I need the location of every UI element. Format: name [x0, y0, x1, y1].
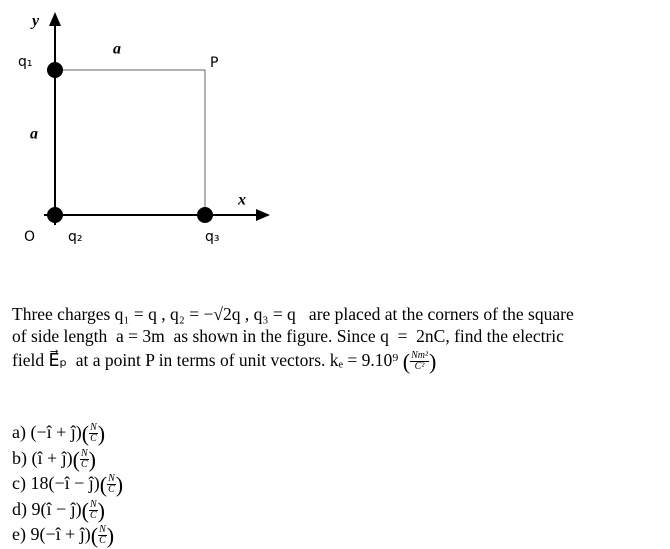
numerator: N	[98, 524, 107, 537]
text: field E⃗ₚ at a point P in terms of unit …	[12, 350, 399, 370]
denominator: C	[80, 458, 88, 470]
label: a	[113, 41, 121, 58]
option-expr: (−î + ĵ)	[30, 422, 82, 442]
x-arrow	[256, 209, 270, 221]
paren: (	[81, 420, 90, 446]
label: x	[237, 192, 246, 209]
text-line: Three charges q₁ = q , q₂ = −√2q , q₃ = …	[12, 304, 574, 324]
option: d) 9(î − ĵ)(N C)	[12, 497, 105, 523]
option: a) (−î + ĵ)(N C)	[12, 420, 105, 446]
text-line: of side length a = 3m as shown in the fi…	[12, 326, 564, 346]
charge	[47, 207, 63, 223]
paren: )	[428, 348, 437, 374]
denominator: C	[108, 484, 115, 496]
charge	[47, 62, 63, 78]
numerator: N	[79, 447, 89, 460]
option-expr: 9(î − ĵ)	[31, 498, 82, 519]
option-label: b)	[12, 447, 27, 468]
option-expr: 9(−î + ĵ)	[30, 524, 91, 544]
paren: (	[72, 446, 80, 472]
label: q₂	[68, 229, 83, 245]
label: y	[30, 13, 40, 30]
denominator: C	[89, 509, 97, 521]
option-label: a)	[12, 422, 26, 442]
paren: )	[88, 446, 96, 472]
numerator: N	[89, 422, 98, 435]
denominator: C	[90, 433, 97, 445]
paren: )	[97, 420, 106, 446]
paren: (	[402, 348, 411, 374]
numerator: N	[107, 473, 116, 486]
fraction: Nm² C²	[410, 351, 429, 372]
option-label: e)	[12, 524, 26, 544]
square	[55, 69, 206, 215]
option: c) 18(−î − ĵ)(N C)	[12, 471, 123, 497]
option-label: c)	[12, 473, 26, 493]
label: q₃	[205, 229, 220, 245]
label: P	[210, 55, 218, 71]
paren: )	[115, 471, 124, 497]
charge	[197, 207, 213, 223]
denominator: C	[99, 535, 106, 547]
option-expr: 18(−î − ĵ)	[30, 473, 100, 493]
diagram: y x O q₁ q₂ q₃ a a P	[18, 12, 270, 245]
denominator: C²	[414, 361, 425, 373]
label: q₁	[18, 54, 33, 70]
paren: (	[90, 522, 99, 548]
option: e) 9(−î + ĵ)(N C)	[12, 522, 114, 548]
paren: (	[99, 471, 108, 497]
option-label: d)	[12, 498, 27, 519]
paren: )	[97, 497, 105, 523]
option-expr: (î + ĵ)	[31, 447, 73, 468]
label: a	[30, 126, 38, 143]
option: b) (î + ĵ)(N C)	[12, 446, 96, 472]
numerator: N	[88, 498, 98, 511]
paren: (	[81, 497, 89, 523]
y-arrow	[49, 12, 61, 26]
numerator: Nm²	[410, 350, 429, 363]
label: O	[24, 229, 35, 245]
text-line: field E⃗ₚ at a point P in terms of unit …	[12, 350, 436, 372]
paren: )	[106, 522, 115, 548]
